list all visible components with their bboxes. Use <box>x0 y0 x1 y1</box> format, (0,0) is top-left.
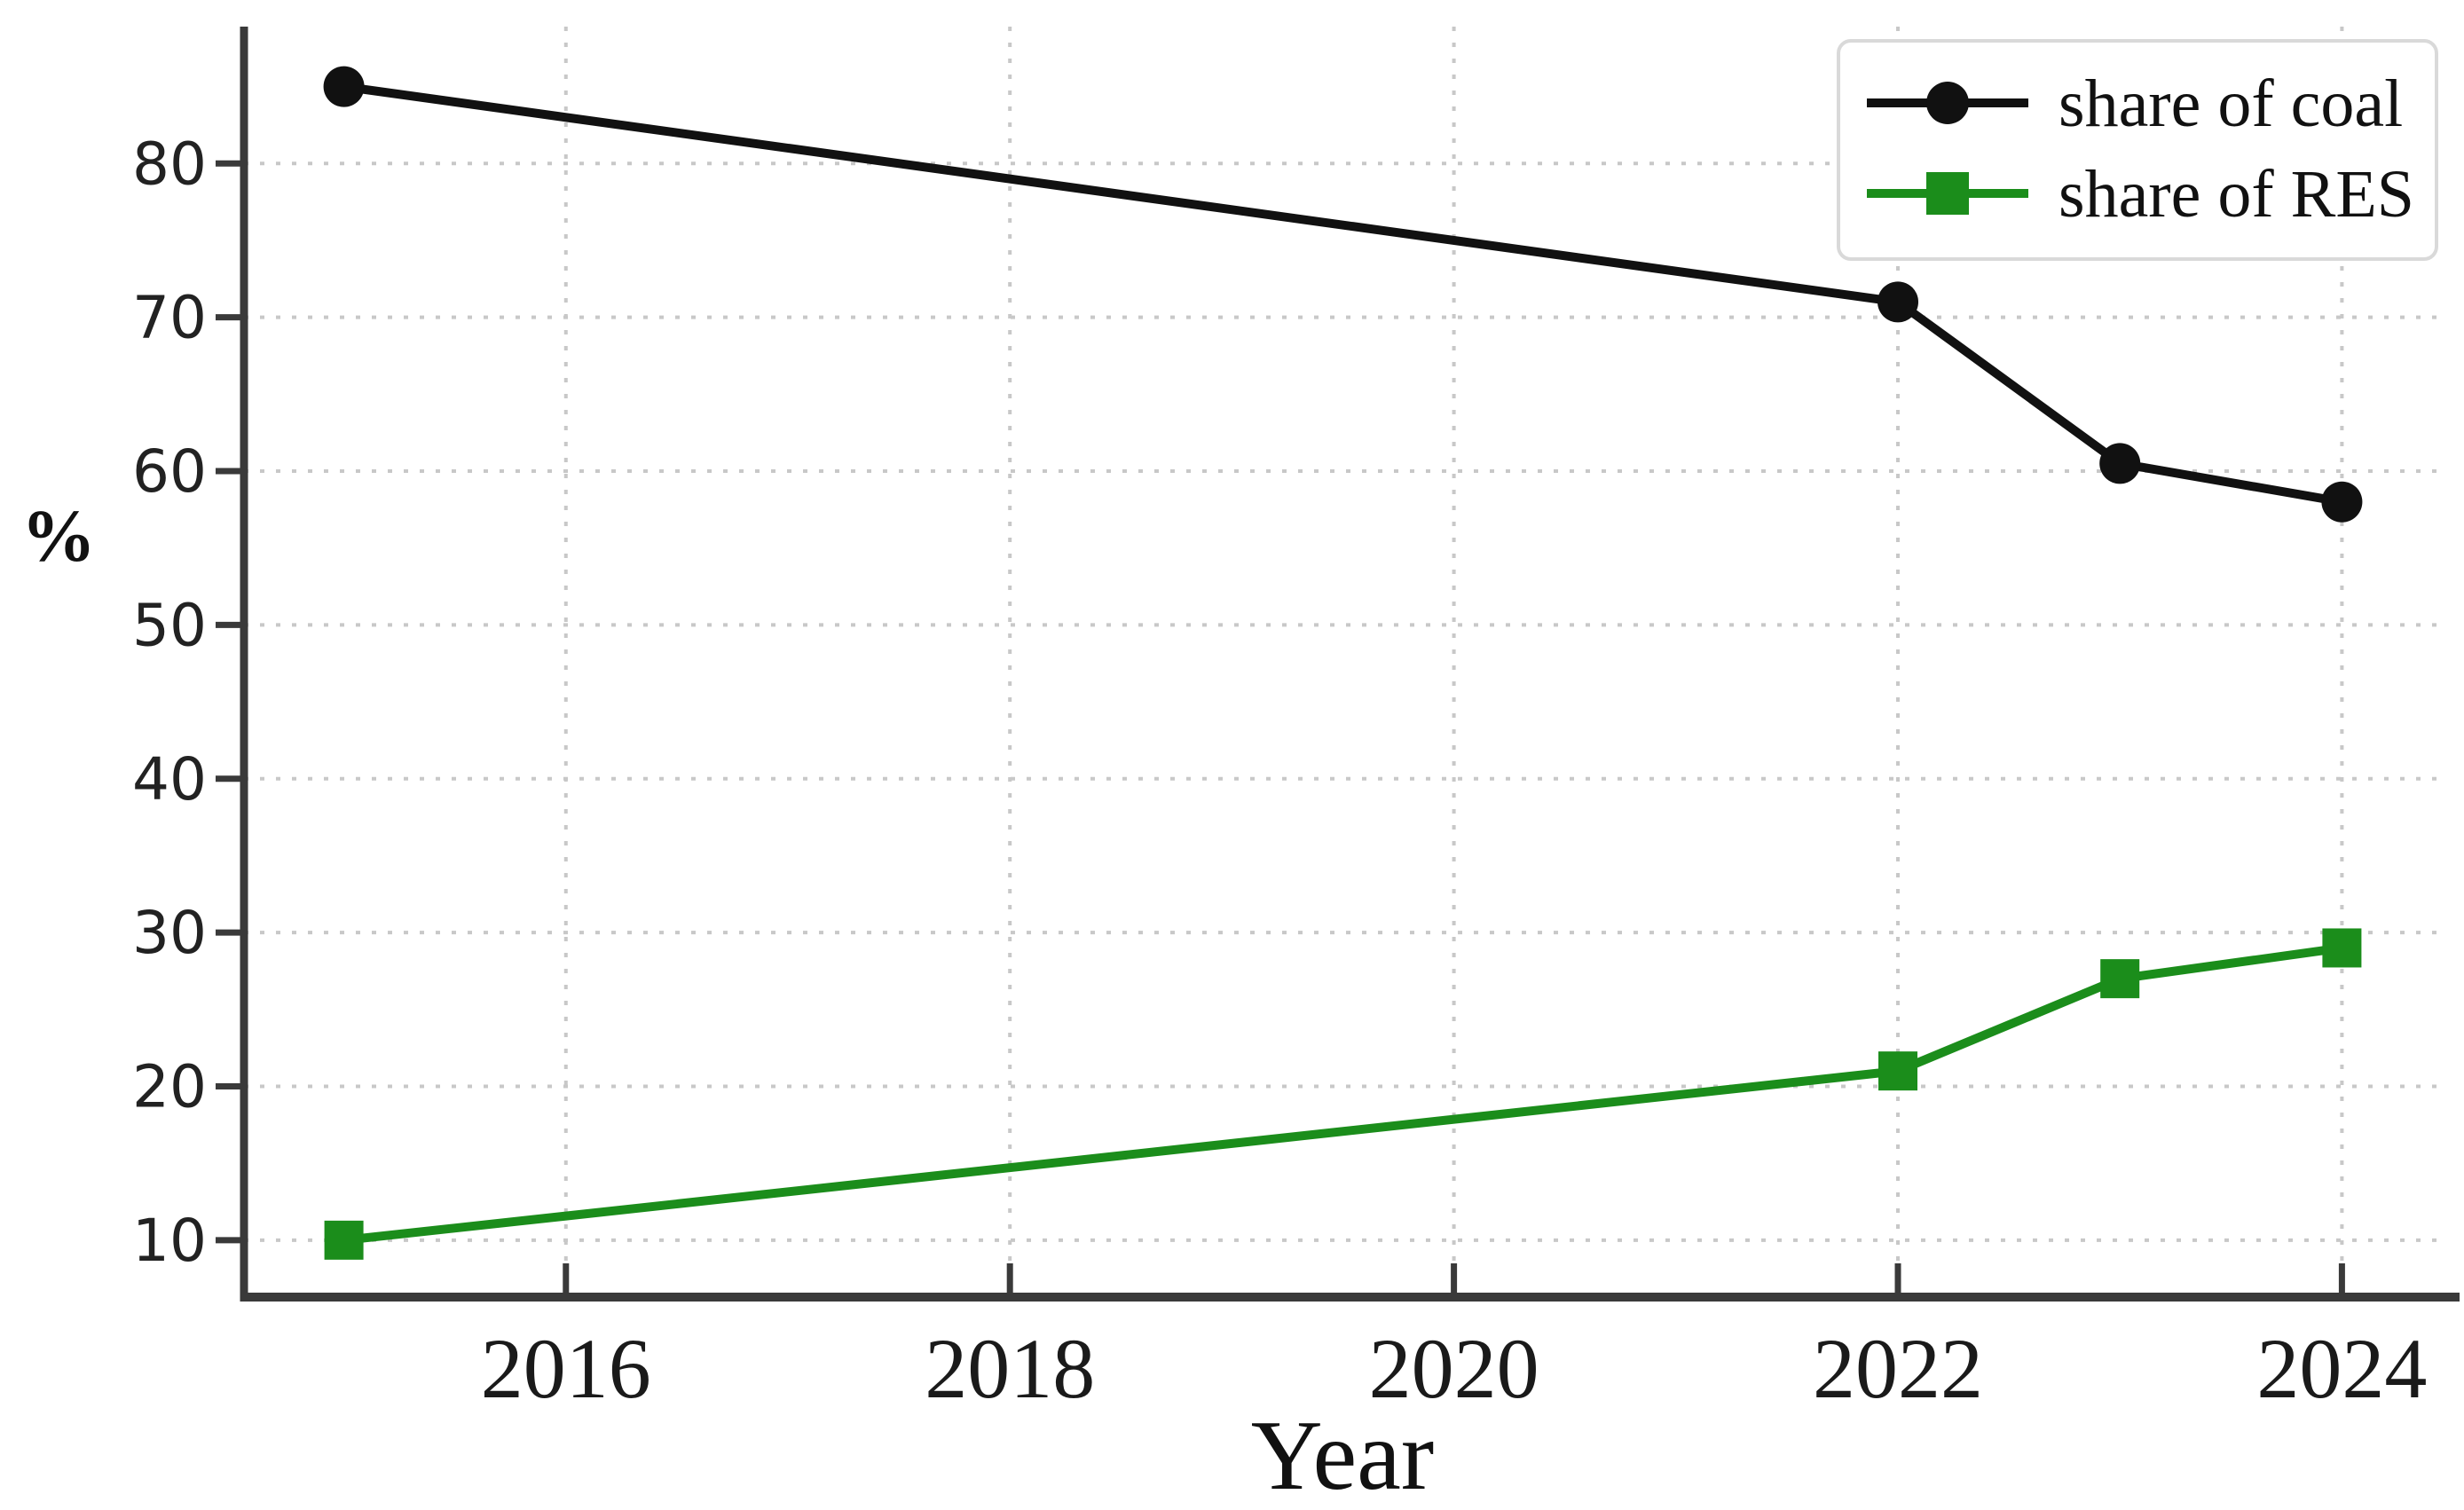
legend: share of coal share of RES <box>1837 39 2438 261</box>
y-tick-label: 10 <box>132 1207 207 1275</box>
y-tick-label: 60 <box>132 437 207 506</box>
data-point-circle <box>323 66 365 107</box>
series-line-res <box>343 943 2343 1245</box>
x-axis-label: Year <box>1251 1401 1434 1510</box>
data-point-square <box>2322 928 2362 968</box>
legend-marker-circle <box>1926 82 1969 124</box>
data-point-square <box>2100 959 2140 999</box>
x-tick-label: 2016 <box>481 1321 651 1416</box>
legend-label: share of coal <box>2059 67 2403 141</box>
axes: 10 20 30 40 50 60 70 80 2016 2018 2020 2022 2024 <box>132 27 2460 1416</box>
x-tick-label: 2022 <box>1813 1321 1983 1416</box>
y-tick-label: 20 <box>132 1052 207 1121</box>
y-axis-label: % <box>21 495 96 578</box>
data-point-circle <box>2321 481 2363 523</box>
data-point-circle <box>1878 281 1919 323</box>
legend-label: share of RES <box>2059 157 2414 232</box>
x-tick-label: 2018 <box>925 1321 1095 1416</box>
data-point-circle <box>2099 443 2141 484</box>
series-line-coal <box>342 82 2343 507</box>
y-tick-label: 50 <box>132 591 207 659</box>
data-point-square <box>324 1220 364 1260</box>
y-tick-label: 40 <box>132 745 207 814</box>
x-tick-label: 2024 <box>2256 1321 2427 1416</box>
legend-marker-square <box>1926 172 1969 215</box>
y-tick-label: 80 <box>132 130 207 198</box>
data-series <box>323 66 2363 1260</box>
x-tick-label: 2020 <box>1369 1321 1539 1416</box>
y-tick-label: 30 <box>132 899 207 967</box>
y-tick-label: 70 <box>132 284 207 352</box>
data-point-square <box>1878 1051 1918 1091</box>
legend-box <box>1837 39 2438 261</box>
